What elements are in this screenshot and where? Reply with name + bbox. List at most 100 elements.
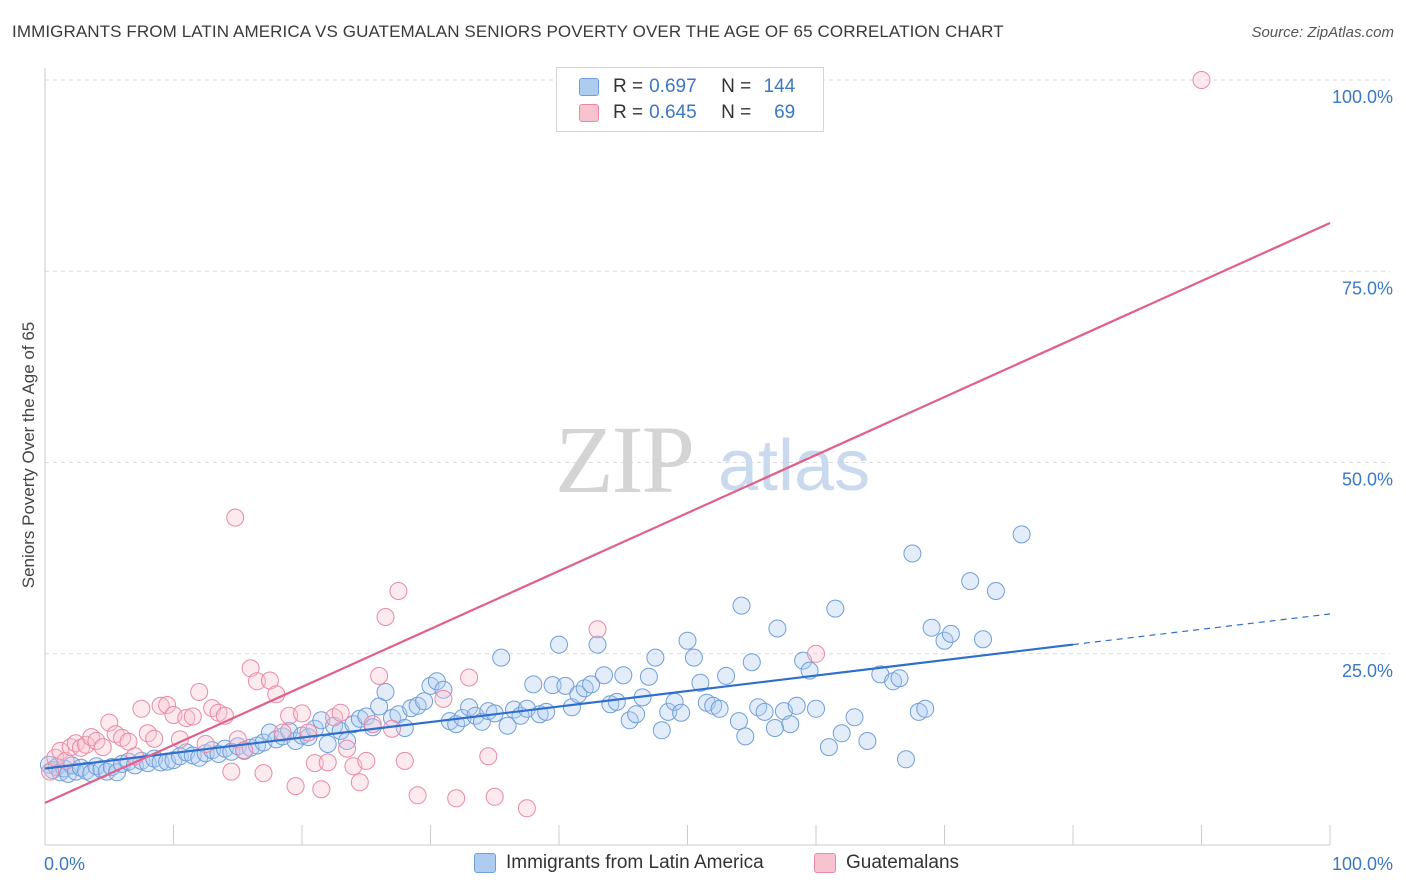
latin-america-point	[826, 599, 845, 618]
guatemalan-point	[93, 738, 112, 757]
latin-america-point	[961, 572, 980, 591]
latin-america-trendline	[44, 643, 1074, 770]
legend-n-value: 144	[763, 76, 796, 97]
latin-america-point	[922, 618, 941, 637]
source-label: Source: ZipAtlas.com	[1251, 24, 1394, 41]
latin-america-point	[415, 692, 434, 711]
latin-america-point	[588, 635, 607, 654]
legend-row-blue: R = 0.697 N = 144	[579, 75, 795, 99]
guatemalan-point	[151, 696, 170, 715]
latin-america-point	[890, 669, 909, 688]
x-tick-label: 0.0%	[44, 854, 85, 874]
latin-america-point	[736, 727, 755, 746]
guatemalan-point	[254, 764, 273, 783]
legend-r-label: R =	[613, 102, 644, 123]
watermark-zip-text: ZIP	[555, 406, 693, 513]
latin-america-point	[376, 683, 395, 701]
latin-america-point	[678, 631, 697, 650]
guatemalan-point	[241, 659, 260, 678]
stats-legend: R = 0.697 N = 144 R = 0.645 N = 69	[556, 67, 824, 132]
latin-america-point	[974, 630, 992, 649]
latin-america-point	[755, 702, 774, 721]
latin-america-point	[434, 680, 453, 699]
latin-america-point	[627, 705, 646, 724]
guatemalan-point	[51, 741, 70, 760]
trend-layer	[44, 222, 1331, 804]
latin-america-point	[691, 673, 710, 692]
latin-america-point	[492, 648, 511, 667]
guatemalan-point	[338, 739, 356, 758]
guatemalan-point	[305, 754, 324, 773]
guatemalan-point	[177, 709, 196, 727]
latin-america-point	[781, 715, 800, 734]
guatemalan-point	[222, 762, 241, 781]
latin-america-point	[897, 750, 915, 769]
legend-swatch-pink	[579, 104, 599, 122]
latin-america-point	[672, 703, 691, 722]
guatemalan-point	[517, 799, 536, 818]
guatemalan-point	[357, 751, 376, 770]
latin-america-point	[472, 712, 491, 731]
legend-item-latin-america: Immigrants from Latin America	[474, 852, 764, 874]
axes-layer	[44, 68, 1331, 846]
latin-america-point	[935, 631, 954, 650]
legend-r-value: 0.645	[649, 102, 697, 123]
guatemalan-point	[350, 773, 369, 792]
guatemalan-point	[408, 786, 427, 805]
latin-america-point	[729, 712, 748, 731]
guatemalan-point	[383, 719, 401, 738]
y-tick-label: 50.0%	[1342, 470, 1393, 490]
watermark: ZIP atlas	[555, 406, 870, 513]
latin-america-point	[787, 696, 806, 715]
latin-america-point	[595, 666, 613, 685]
latin-america-trendline-extension	[1072, 613, 1331, 646]
legend-swatch-blue	[474, 853, 496, 873]
latin-america-point	[646, 648, 665, 667]
latin-america-point	[819, 738, 838, 757]
legend-row-pink: R = 0.645 N = 69	[579, 101, 795, 125]
x-tick-label: 100.0%	[1332, 854, 1393, 874]
latin-america-point	[582, 675, 601, 694]
latin-america-point	[986, 582, 1005, 600]
guatemalan-point	[370, 666, 389, 685]
y-tick-label: 75.0%	[1342, 278, 1393, 298]
latin-america-point	[357, 707, 376, 726]
latin-america-point	[742, 653, 761, 672]
guatemalan-point	[389, 582, 408, 600]
latin-america-point	[537, 702, 556, 721]
guatemalan-point	[248, 672, 266, 691]
latin-america-point	[524, 675, 543, 694]
chart-title: IMMIGRANTS FROM LATIN AMERICA VS GUATEMA…	[12, 22, 1004, 41]
guatemalan-point	[132, 699, 151, 718]
latin-america-point	[858, 732, 877, 750]
guatemalan-point	[434, 689, 453, 708]
latin-america-point	[717, 666, 736, 685]
guatemalan-point	[190, 683, 209, 701]
guatemalan-point	[183, 707, 202, 726]
guatemalan-point	[395, 751, 414, 770]
latin-america-point	[556, 676, 575, 695]
latin-america-point	[916, 699, 935, 718]
latin-america-point	[684, 648, 703, 667]
latin-america-point	[768, 619, 787, 638]
latin-america-point	[807, 699, 825, 718]
guatemalan-point	[376, 608, 395, 626]
guatemalan-point	[158, 696, 177, 714]
legend-n-label: N =	[721, 76, 752, 97]
latin-america-point	[550, 635, 568, 654]
latin-america-point	[845, 708, 864, 727]
guatemalan-point	[145, 729, 164, 748]
guatemalan-point	[293, 704, 311, 723]
latin-america-point	[732, 596, 751, 615]
guatemalan-point	[325, 708, 344, 727]
legend-label: Guatemalans	[846, 852, 960, 873]
latin-america-point	[941, 624, 960, 643]
guatemalan-point	[318, 753, 337, 772]
guatemalan-point	[588, 620, 607, 639]
latin-america-point	[614, 666, 633, 685]
guatemalan-point	[273, 723, 292, 742]
guatemalan-trendline	[44, 222, 1331, 804]
legend-swatch-pink	[814, 853, 836, 873]
latin-america-point	[1012, 525, 1031, 544]
latin-america-point	[318, 735, 337, 753]
